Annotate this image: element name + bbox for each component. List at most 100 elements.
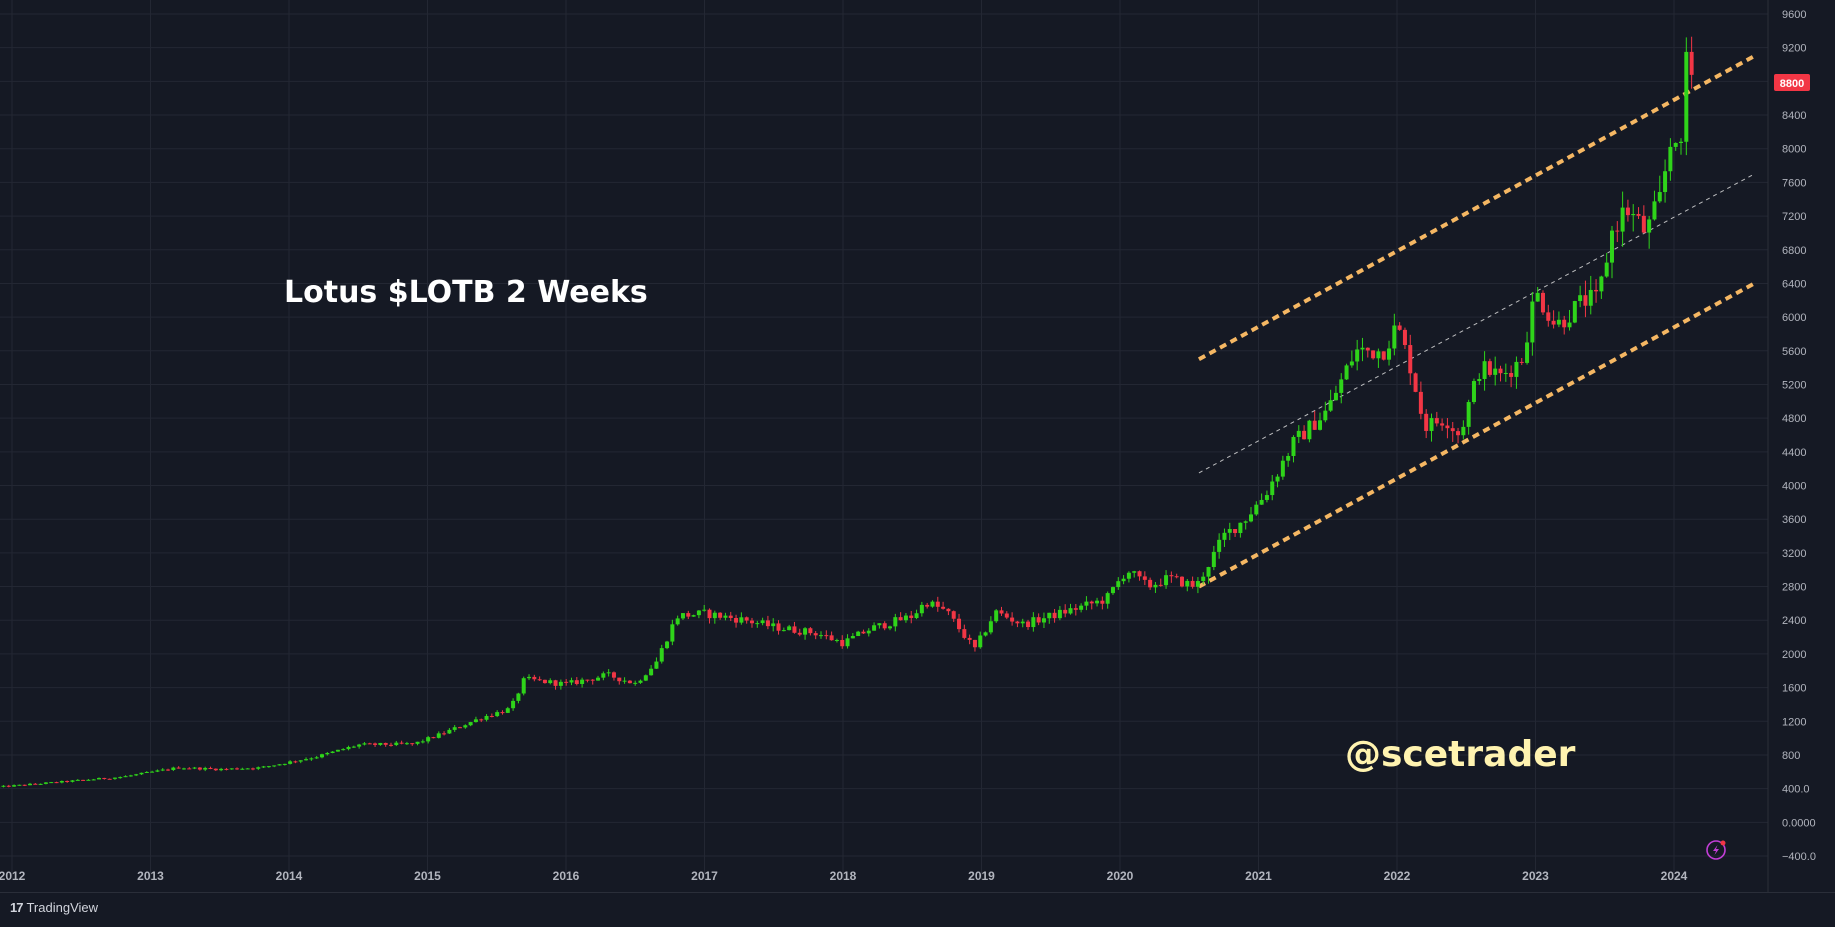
candle-body (325, 753, 329, 754)
candle-body (670, 624, 674, 641)
candle-body (569, 680, 573, 682)
candle-body (798, 633, 802, 635)
candle-body (1345, 365, 1349, 379)
candle-body (883, 623, 887, 628)
candle-body (437, 733, 441, 738)
price-tick-label: 4400 (1782, 447, 1806, 459)
candle-body (309, 758, 313, 759)
time-tick-label: 2021 (1245, 869, 1272, 883)
candle-body (1334, 393, 1338, 400)
candle-body (1668, 147, 1672, 171)
candle-body (899, 617, 903, 620)
candle-body (1499, 369, 1503, 374)
candle-body (1238, 523, 1242, 533)
candle-body (1552, 321, 1556, 325)
candle-body (230, 768, 234, 769)
candle-body (336, 750, 340, 752)
candle-body (601, 673, 605, 677)
candle-body (1488, 361, 1492, 375)
candle-body (1621, 208, 1625, 232)
price-tick-label: 7200 (1782, 211, 1806, 223)
candle-body (1323, 411, 1327, 421)
candle-body (368, 743, 372, 744)
candle-body (623, 681, 627, 682)
candle-body (39, 784, 43, 785)
candle-body (357, 745, 361, 747)
candle-body (1472, 381, 1476, 402)
candle-body (1493, 369, 1497, 375)
candle-body (957, 619, 961, 629)
candle-body (373, 743, 377, 744)
candle-body (851, 636, 855, 638)
candle-body (1260, 500, 1264, 505)
candle-body (288, 761, 292, 764)
candle-body (516, 694, 520, 701)
candle-body (1254, 505, 1258, 515)
candle-body (400, 743, 404, 744)
candle-body (1185, 581, 1189, 586)
candle-body (761, 620, 765, 623)
candle-body (1201, 577, 1205, 581)
price-tick-label: 3600 (1782, 514, 1806, 526)
candle-body (1366, 348, 1370, 351)
candle-body (1297, 431, 1301, 437)
candle-body (1249, 514, 1253, 521)
candle-body (1138, 571, 1142, 576)
candle-body (1106, 593, 1110, 604)
candle-body (548, 680, 552, 683)
candle-body (1568, 323, 1572, 328)
candle-body (405, 743, 409, 744)
tradingview-logo[interactable]: 17 TradingView (10, 900, 98, 915)
candle-body (723, 616, 727, 618)
price-tick-label: 6800 (1782, 245, 1806, 257)
candle-body (485, 716, 489, 720)
time-tick-label: 2015 (414, 869, 441, 883)
candle-body (44, 782, 48, 783)
watermark-handle: @scetrader (1345, 734, 1576, 775)
candle-body (1398, 326, 1402, 330)
price-tick-label: 3200 (1782, 548, 1806, 560)
candle-body (1451, 428, 1455, 431)
candle-body (1175, 576, 1179, 577)
time-tick-label: 2018 (830, 869, 857, 883)
candle-body (994, 610, 998, 621)
candle-body (1557, 320, 1561, 325)
candle-body (341, 749, 345, 750)
last-price-badge: 8800 (1774, 74, 1810, 91)
candle-body (240, 769, 244, 770)
candle-body (745, 617, 749, 620)
candle-body (1679, 142, 1683, 143)
candle-body (416, 742, 420, 744)
chart-title-annotation: Lotus $LOTB 2 Weeks (284, 275, 648, 310)
candle-body (925, 605, 929, 607)
candle-body (1090, 602, 1094, 604)
candle-body (1387, 348, 1391, 359)
candle-body (867, 631, 871, 634)
candle-body (410, 743, 414, 744)
candle-body (1031, 617, 1035, 627)
price-tick-label: 6000 (1782, 312, 1806, 324)
price-tick-label: 2000 (1782, 649, 1806, 661)
candle-body (352, 747, 356, 748)
candle-body (182, 768, 186, 769)
candle-body (1318, 420, 1322, 430)
candle-body (208, 768, 212, 769)
candle-body (1546, 312, 1550, 320)
candle-body (846, 638, 850, 646)
time-tick-label: 2024 (1661, 869, 1688, 883)
candle-body (1541, 293, 1545, 312)
candle-body (1015, 622, 1019, 624)
candle-body (713, 613, 717, 618)
candle-body (1652, 201, 1656, 219)
candle-body (559, 682, 563, 686)
candle-body (819, 635, 823, 636)
candle-body (999, 610, 1003, 613)
candle-body (1207, 567, 1211, 577)
candle-body (1350, 361, 1354, 365)
price-tick-label: 4000 (1782, 481, 1806, 493)
candle-body (134, 774, 138, 775)
candle-body (1217, 540, 1221, 552)
candle-body (129, 775, 133, 776)
candle-body (1021, 622, 1025, 624)
